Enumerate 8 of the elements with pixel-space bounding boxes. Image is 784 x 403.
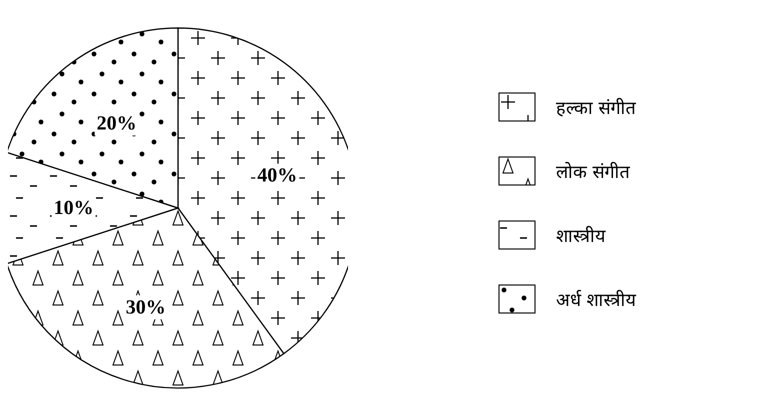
legend-label: शास्त्रीय	[556, 224, 605, 247]
legend-label: अर्ध शास्त्रीय	[556, 288, 636, 311]
data-label: 10%	[54, 197, 94, 219]
legend-label: हल्का संगीत	[556, 96, 636, 119]
data-label: 30%	[126, 296, 166, 318]
legend-label: लोक संगीत	[556, 160, 630, 183]
data-label: 20%	[96, 112, 137, 135]
data-label: 40%	[257, 164, 298, 187]
